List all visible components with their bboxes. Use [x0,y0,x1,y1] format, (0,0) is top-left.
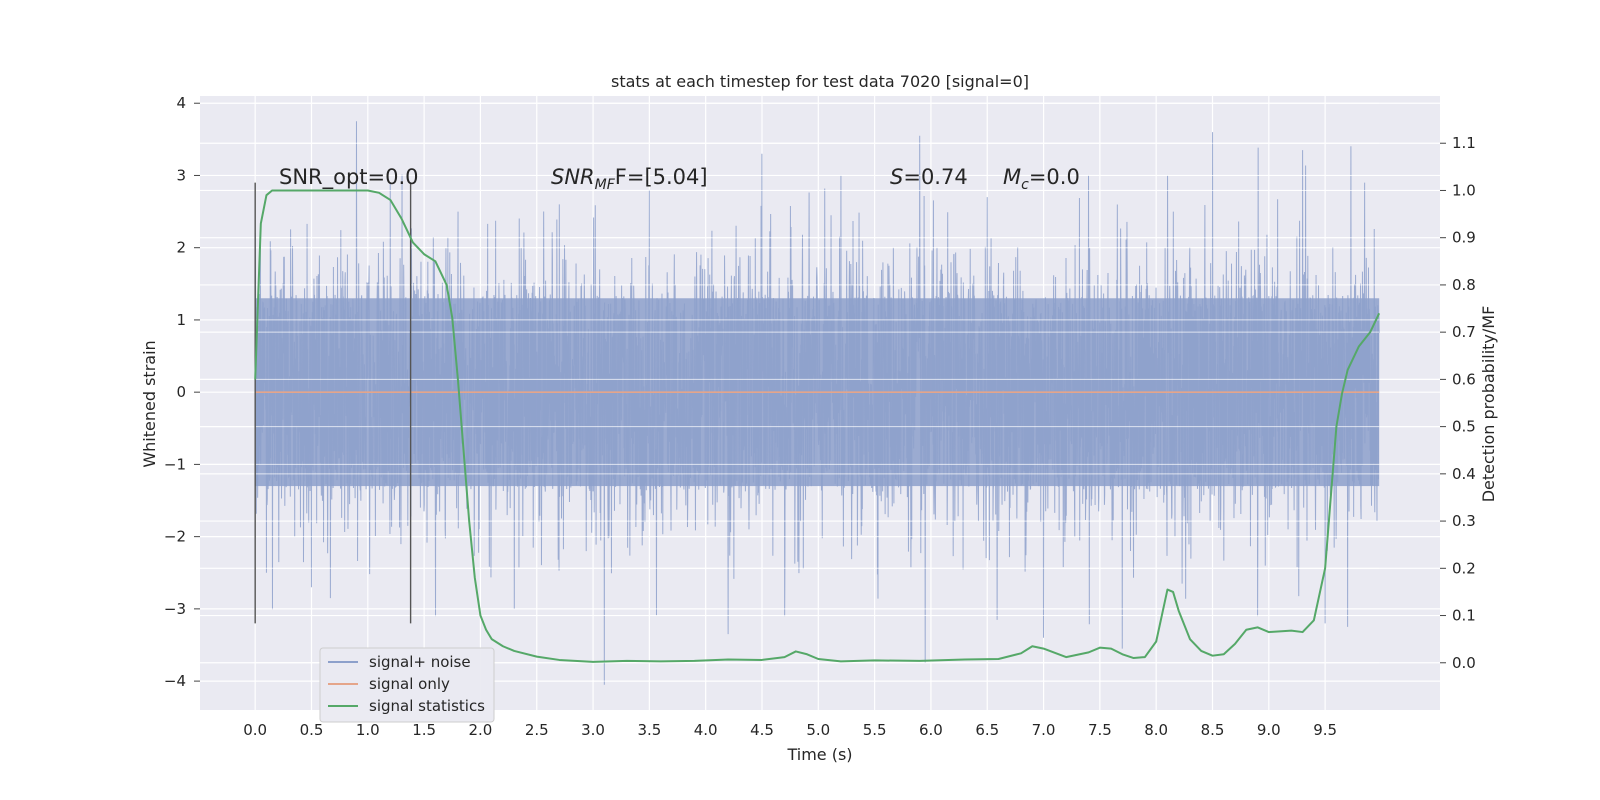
annotation-snr-mf: SNRMFF=[5.04] [551,165,708,193]
x-tick-label: 1.0 [356,721,380,739]
x-tick-label: 7.5 [1088,721,1112,739]
y2-tick-label: 0.3 [1452,512,1476,530]
x-tick-label: 5.0 [806,721,830,739]
chart-title: stats at each timestep for test data 702… [611,72,1029,91]
annotation-snr-mf-value: F=[5.04] [615,165,708,189]
legend-label-signal-only: signal only [369,675,450,693]
x-tick-label: 0.5 [300,721,324,739]
y2-ticks: 1.1 1.0 0.9 0.8 0.7 0.6 0.5 0.4 0.3 0.2 0.1 0.0 [1440,134,1476,672]
series-signal-statistics [254,189,1381,663]
annotation-mc-subscript: c [1021,177,1029,193]
annotation-s-value: =0.74 [903,165,967,189]
legend-label-signal-noise: signal+ noise [369,653,471,671]
y-tick-label: 1 [176,311,186,329]
x-tick-label: 4.5 [750,721,774,739]
legend-box [319,647,495,723]
y2-tick-label: 0.9 [1452,229,1476,247]
x-tick-label: 7.0 [1032,721,1056,739]
annotation-mc-symbol: M [1003,165,1021,189]
y2-tick-label: 1.0 [1452,181,1476,199]
x-tick-label: 2.5 [525,721,549,739]
x-tick-label: 5.5 [863,721,887,739]
y2-tick-label: 0.8 [1452,276,1476,294]
x-tick-label: 1.5 [412,721,436,739]
y-tick-label: −4 [164,672,186,690]
annotation-snr-opt: SNR_opt=0.0 [279,165,419,190]
y2-tick-label: 1.1 [1452,134,1476,152]
y2-tick-label: 0.0 [1452,654,1476,672]
y-tick-label: −3 [164,600,186,618]
y-tick-label: 0 [176,383,186,401]
y2-tick-label: 0.4 [1452,465,1476,483]
y2-tick-label: 0.7 [1452,323,1476,341]
y-tick-label: 4 [176,94,186,112]
y-tick-label: 3 [176,166,186,184]
y2-tick-label: 0.1 [1452,607,1476,625]
y-ticks: 4 3 2 1 0 −1 −2 −3 −4 [164,94,200,690]
y-axis-label: Whitened strain [140,340,159,467]
legend-label-signal-statistics: signal statistics [369,697,485,715]
x-ticks: 0.0 0.5 1.0 1.5 2.0 2.5 3.0 3.5 4.0 4.5 5.0 5.5 6.0 6… [243,721,1337,739]
annotation-snr-mf-symbol: SNR [551,165,595,189]
x-tick-label: 3.5 [637,721,661,739]
annotation-snr-mf-subscript: MF [595,177,616,193]
x-tick-label: 9.5 [1313,721,1337,739]
x-tick-label: 3.0 [581,721,605,739]
y-tick-label: −2 [164,528,186,546]
y2-axis-label: Detection probability/MF [1479,306,1498,503]
plot-series [254,102,1381,685]
x-tick-label: 4.0 [694,721,718,739]
x-tick-label: 0.0 [243,721,267,739]
x-tick-label: 2.0 [469,721,493,739]
x-tick-label: 9.0 [1257,721,1281,739]
y2-tick-label: 0.2 [1452,559,1476,577]
x-tick-label: 8.0 [1144,721,1168,739]
annotation-s: S=0.74 [890,165,968,189]
annotation-mc-value: =0.0 [1029,165,1080,189]
y2-tick-label: 0.5 [1452,418,1476,436]
x-tick-label: 6.0 [919,721,943,739]
legend: signal+ noise signal only signal statist… [319,647,495,723]
x-axis-label: Time (s) [786,745,852,764]
y-tick-label: −1 [164,455,186,473]
annotation-mc: Mc=0.0 [1003,165,1080,193]
x-tick-label: 6.5 [975,721,999,739]
y-tick-label: 2 [176,239,186,257]
annotation-s-symbol: S [890,165,903,189]
x-tick-label: 8.5 [1201,721,1225,739]
y2-tick-label: 0.6 [1452,370,1476,388]
series-signal-noise [254,121,1380,685]
